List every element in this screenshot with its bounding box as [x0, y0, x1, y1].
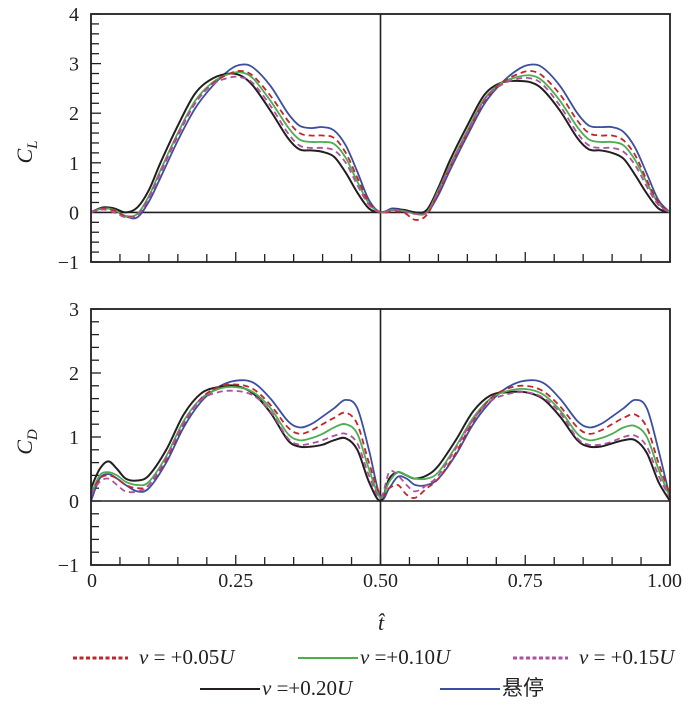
- series-line-2: [91, 75, 670, 219]
- cd-panel: −1 0 1 2 3 0 0.25 0.50 0.75 1.00: [58, 299, 682, 592]
- series-line-1: [91, 385, 670, 499]
- y-tick-label: 3: [69, 299, 79, 321]
- x-axis-title: t̂: [378, 610, 386, 635]
- x-tick-label: 0.50: [363, 570, 398, 592]
- series-line-0: [91, 70, 670, 221]
- legend-label: v = +0.05U: [139, 645, 236, 669]
- cd-axis-title: CD: [12, 429, 41, 455]
- cl-axis-title: CL: [12, 140, 41, 163]
- series-line-3: [91, 384, 670, 502]
- x-tick-label: 0: [87, 570, 97, 592]
- y-tick-label: 4: [69, 4, 79, 26]
- legend-entry: 悬停: [440, 676, 544, 700]
- x-tick-label: 0.75: [508, 570, 543, 592]
- y-tick-label: 0: [69, 202, 79, 224]
- legend-entry: v =+0.20U: [200, 676, 354, 700]
- y-tick-label: −1: [58, 252, 79, 274]
- legend-label: v = +0.15U: [579, 645, 676, 669]
- y-tick-label: 1: [69, 427, 79, 449]
- cl-panel: −1 0 1 2 3 4: [58, 4, 671, 274]
- series-line-2: [91, 389, 670, 499]
- y-tick-label: −1: [58, 555, 79, 577]
- x-tick-label: 0.25: [218, 570, 253, 592]
- x-tick-label: 1.00: [647, 570, 682, 592]
- plot-frame: [90, 13, 671, 263]
- legend-label: v =+0.20U: [262, 676, 354, 700]
- legend-entry: v =+0.10U: [298, 645, 452, 669]
- y-tick-label: 0: [69, 491, 79, 513]
- plot-frame: [90, 308, 671, 566]
- legend-label: 悬停: [502, 676, 544, 700]
- y-tick-label: 3: [69, 54, 79, 76]
- legend-label: v =+0.10U: [360, 645, 452, 669]
- legend-entry: v = +0.15U: [513, 645, 676, 669]
- legend: v = +0.05U v =+0.10U v = +0.15U v =+0.20U 悬停: [73, 645, 676, 700]
- legend-entry: v = +0.05U: [73, 645, 236, 669]
- y-tick-label: 2: [69, 103, 79, 125]
- y-tick-label: 1: [69, 153, 79, 175]
- y-tick-label: 2: [69, 363, 79, 385]
